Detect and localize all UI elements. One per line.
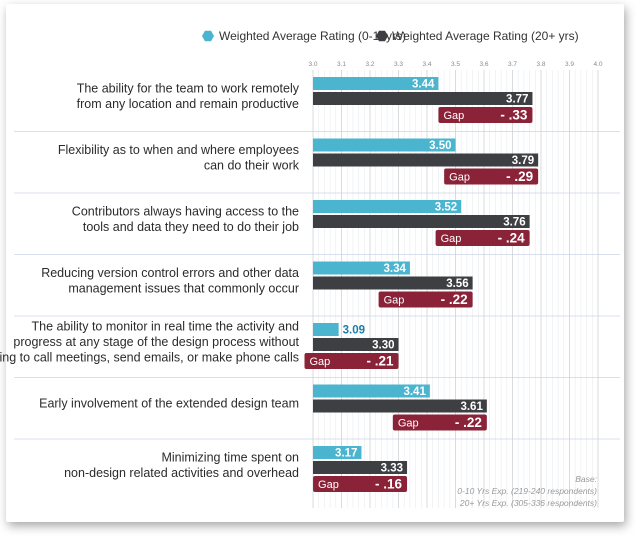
tick-label: 3.7	[508, 61, 517, 68]
legend-series2-label: Weighted Average Rating (20+ yrs)	[392, 29, 579, 43]
gap-badge-value: - .29	[506, 169, 533, 184]
gap-badge-label: Gap	[441, 233, 462, 245]
tick-label: 3.5	[451, 61, 460, 68]
bar-series2-value: 3.56	[446, 278, 468, 290]
gap-badge-value: - .24	[498, 231, 526, 246]
gap-badge-label: Gap	[384, 295, 405, 307]
bar-series2-value: 3.77	[506, 94, 528, 106]
category-label: Early involvement of the extended design…	[39, 397, 299, 411]
category-label: Reducing version control errors and othe…	[41, 266, 299, 280]
gap-badge	[438, 107, 533, 123]
bar-series2-value: 3.33	[381, 463, 403, 475]
bar-series1-value: 3.17	[335, 448, 357, 460]
gap-badge-label: Gap	[310, 356, 331, 368]
legend-series1-hexagon-icon	[202, 30, 214, 42]
category-label: The ability to monitor in real time the …	[32, 320, 300, 334]
base-note-line: 20+ Yrs Exp. (305-336 respondents)	[459, 498, 597, 508]
bar-series2-value: 3.61	[460, 401, 483, 413]
tick-label: 3.2	[365, 61, 374, 68]
tick-label: 4.0	[593, 61, 602, 68]
bar-series1	[313, 261, 410, 275]
bar-series2-value: 3.30	[372, 340, 394, 352]
gap-badge	[435, 230, 530, 246]
base-note-line: Base:	[575, 474, 597, 484]
bar-series1	[313, 446, 362, 459]
bar-series2	[313, 338, 399, 351]
category-label: management issues that commonly occur	[68, 281, 299, 295]
tick-label: 3.9	[565, 61, 574, 68]
category-label: Flexibility as to when and where employe…	[58, 143, 299, 157]
tick-label: 3.4	[422, 61, 431, 68]
gap-badge-value: - .16	[375, 477, 403, 492]
bar-series2	[313, 153, 539, 167]
gap-badge-value: - .22	[441, 292, 468, 307]
category-label: tools and data they need to do their job	[83, 220, 299, 234]
bar-series2-value: 3.79	[512, 155, 534, 167]
category-label: can do their work	[204, 158, 300, 172]
gap-badge-value: - .22	[455, 415, 482, 430]
tick-label: 3.1	[337, 61, 346, 68]
bar-series1-value: 3.09	[343, 325, 365, 337]
gap-badge	[378, 291, 473, 308]
gap-badge-label: Gap	[449, 172, 470, 184]
bar-series1	[313, 77, 439, 90]
category-label: Minimizing time spent on	[161, 450, 299, 464]
bar-series1-value: 3.52	[435, 202, 457, 214]
gap-badge	[304, 353, 399, 369]
category-label: from any location and remain productive	[77, 97, 299, 111]
gap-badge-value: - .33	[500, 108, 528, 123]
category-label: non-design related activities and overhe…	[64, 466, 299, 480]
category-label: progress at any stage of the design proc…	[13, 335, 299, 349]
gap-badge	[444, 168, 539, 185]
bar-series1-value: 3.50	[429, 140, 451, 152]
bar-series1	[313, 384, 430, 398]
tick-label: 3.8	[536, 61, 545, 68]
bar-series1	[313, 138, 456, 152]
bar-series2	[313, 276, 473, 290]
tick-label: 3.3	[394, 61, 403, 68]
tick-label: 3.6	[479, 61, 488, 68]
bar-series1-value: 3.41	[403, 386, 426, 398]
gap-badge	[313, 476, 408, 492]
gap-badge-label: Gap	[443, 110, 464, 122]
bar-series1-value: 3.44	[412, 79, 435, 91]
bar-series2	[313, 215, 530, 228]
bar-series2	[313, 399, 487, 413]
base-note-line: 0-10 Yrs Exp. (219-240 respondents)	[457, 486, 597, 496]
legend-series1-label: Weighted Average Rating (0-10yrs)	[219, 29, 406, 43]
gap-badge-value: - .21	[366, 354, 394, 369]
gap-badge	[392, 414, 487, 431]
tick-label: 3.0	[308, 61, 317, 68]
bar-series1	[313, 323, 339, 336]
category-label: having to call meetings, send emails, or…	[0, 351, 299, 365]
gap-badge-label: Gap	[318, 479, 339, 491]
bar-series1-value: 3.34	[384, 263, 407, 275]
bar-series2	[313, 461, 408, 474]
gap-badge-label: Gap	[398, 418, 419, 430]
bar-series1	[313, 200, 462, 213]
bar-series2	[313, 92, 533, 105]
bar-series2-value: 3.76	[503, 217, 525, 229]
legend-series2-hexagon-icon	[376, 30, 388, 42]
category-label: Contributors always having access to the	[72, 204, 299, 218]
category-label: The ability for the team to work remotel…	[77, 81, 300, 95]
